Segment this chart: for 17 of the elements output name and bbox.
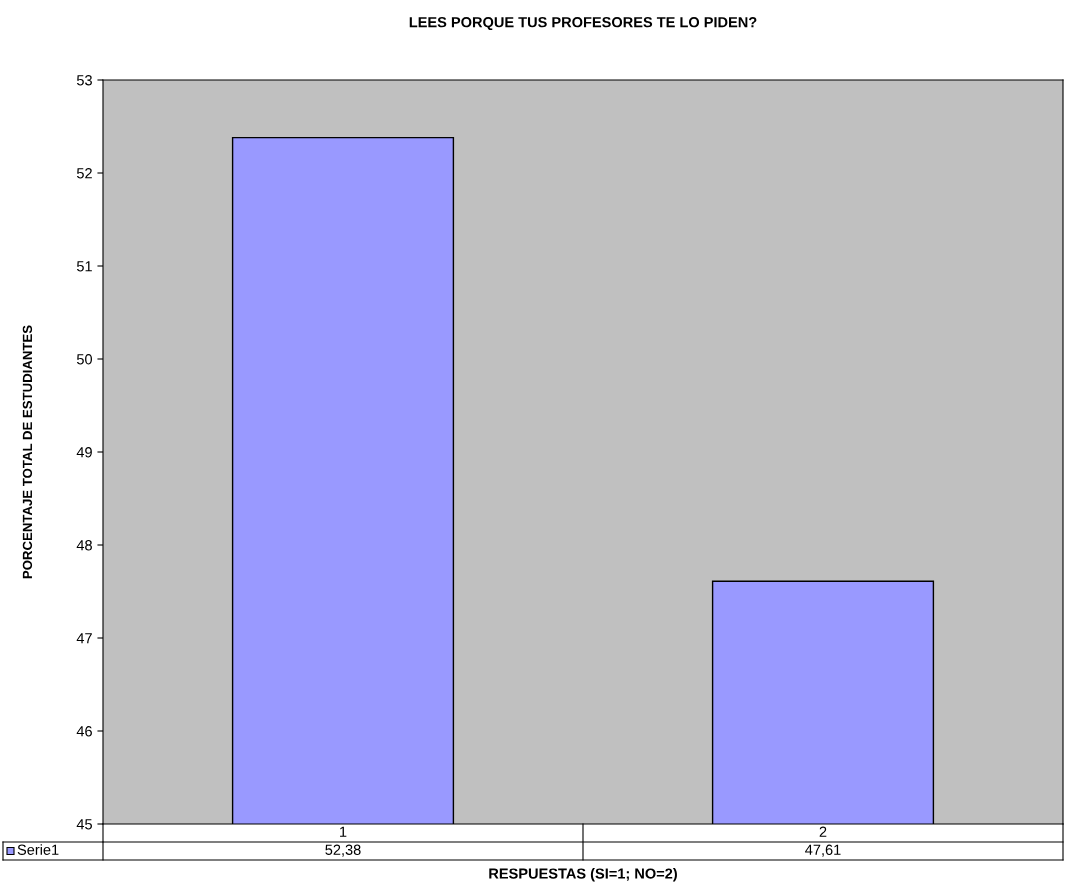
chart-title: LEES PORQUE TUS PROFESORES TE LO PIDEN? xyxy=(409,17,757,31)
data-label: 52,38 xyxy=(325,844,361,857)
y-tick-label: 49 xyxy=(76,447,92,458)
y-tick-label: 52 xyxy=(76,168,92,179)
y-tick-label: 47 xyxy=(76,633,92,644)
y-axis-title: PORCENTAJE TOTAL DE ESTUDIANTES xyxy=(22,325,33,579)
legend-label: Serie1 xyxy=(17,844,59,855)
x-axis-title: RESPUESTAS (SI=1; NO=2) xyxy=(489,868,677,882)
y-tick-label: 45 xyxy=(76,819,92,830)
y-tick-label: 48 xyxy=(76,540,92,551)
y-tick-label: 46 xyxy=(76,726,92,737)
y-tick-label: 51 xyxy=(76,261,92,272)
x-tick-label: 2 xyxy=(819,826,827,837)
y-tick-label: 53 xyxy=(76,75,92,86)
data-label: 47,61 xyxy=(805,844,841,857)
y-tick-label: 50 xyxy=(76,354,93,365)
x-tick-label: 1 xyxy=(340,826,347,837)
